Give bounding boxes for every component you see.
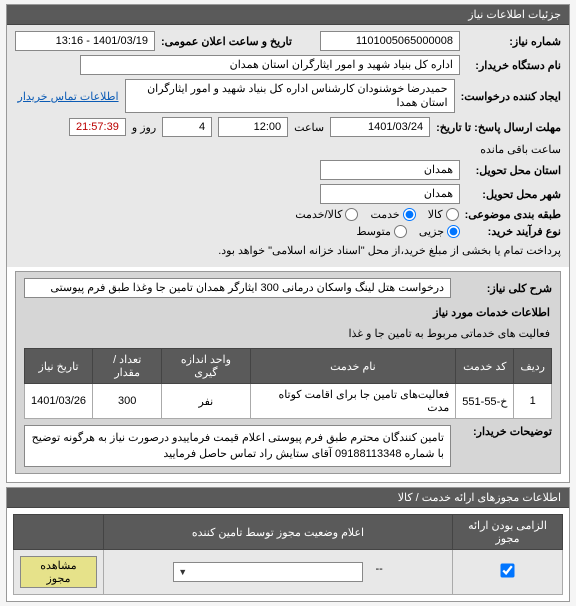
details-panel: جزئیات اطلاعات نیاز شماره نیاز: 11010050… <box>6 4 570 483</box>
desc-box: شرح کلی نیاز: درخواست هتل لینگ واسکان در… <box>15 271 561 474</box>
form-area: شماره نیاز: 1101005065000008 تاریخ و ساع… <box>7 25 569 267</box>
subject-radio-group: کالا خدمت کالا/خدمت <box>295 208 458 221</box>
need-no-label: شماره نیاز: <box>466 35 561 48</box>
cell-idx: 1 <box>514 384 552 419</box>
announce-dt-label: تاریخ و ساعت اعلان عمومی: <box>161 35 292 48</box>
view-auth-button[interactable]: مشاهده مجوز <box>20 556 97 588</box>
auth-panel: اطلاعات مجوزهای ارائه خدمت / کالا الزامی… <box>6 487 570 602</box>
announce-dt-value: 1401/03/19 - 13:16 <box>15 31 155 51</box>
desc-label: شرح کلی نیاز: <box>457 282 552 295</box>
cell-name: فعالیت‌های تامین جا برای اقامت کوتاه مدت <box>250 384 456 419</box>
th-row: ردیف <box>514 349 552 384</box>
deadline-hour: 12:00 <box>218 117 288 137</box>
radio-service-input[interactable] <box>403 208 416 221</box>
radio-medium-input[interactable] <box>394 225 407 238</box>
auth-row: -- ▼ مشاهده مجوز <box>14 550 563 595</box>
radio-goods[interactable]: کالا <box>428 208 459 221</box>
table-row: 1 خ-55-551 فعالیت‌های تامین جا برای اقام… <box>25 384 552 419</box>
buyer-label: نام دستگاه خریدار: <box>466 59 561 72</box>
hour-label: ساعت <box>294 121 324 134</box>
svc-subtitle: فعالیت های خدماتی مربوط به تامین جا و غذ… <box>24 323 552 344</box>
th-qty: تعداد / مقدار <box>93 349 162 384</box>
th-code: کد خدمت <box>456 349 514 384</box>
th-required: الزامی بودن ارائه مجوز <box>453 515 563 550</box>
cell-qty: 300 <box>93 384 162 419</box>
deadline-label: مهلت ارسال پاسخ: تا تاریخ: <box>436 121 561 134</box>
province-value: همدان <box>320 160 460 180</box>
auth-title: اطلاعات مجوزهای ارائه خدمت / کالا <box>7 488 569 508</box>
radio-partial-input[interactable] <box>447 225 460 238</box>
svc-info-title: اطلاعات خدمات مورد نیاز <box>24 302 552 323</box>
need-no-value: 1101005065000008 <box>320 31 460 51</box>
city-value: همدان <box>320 184 460 204</box>
days-value: 4 <box>162 117 212 137</box>
purchase-radio-group: جزیی متوسط <box>356 225 460 238</box>
auth-btn-cell: مشاهده مجوز <box>14 550 104 595</box>
subject-cat-label: طبقه بندی موضوعی: <box>465 208 561 221</box>
buyer-value: اداره کل بنیاد شهید و امور ایثارگران است… <box>80 55 460 75</box>
th-need-date: تاریخ نیاز <box>25 349 93 384</box>
radio-medium[interactable]: متوسط <box>356 225 407 238</box>
th-unit: واحد اندازه گیری <box>162 349 250 384</box>
radio-both-input[interactable] <box>345 208 358 221</box>
cell-unit: نفر <box>162 384 250 419</box>
city-label: شهر محل تحویل: <box>466 188 561 201</box>
purchase-type-label: نوع فرآیند خرید: <box>466 225 561 238</box>
services-table: ردیف کد خدمت نام خدمت واحد اندازه گیری ت… <box>24 348 552 419</box>
radio-both[interactable]: کالا/خدمت <box>295 208 358 221</box>
auth-table: الزامی بودن ارائه مجوز اعلام وضعیت مجوز … <box>13 514 563 595</box>
buyer-note-value: تامین کنندگان محترم طبق فرم پیوستی اعلام… <box>24 425 451 467</box>
auth-required-checkbox[interactable] <box>500 563 514 577</box>
remaining-label: ساعت باقی مانده <box>480 143 561 156</box>
auth-required-cell <box>453 550 563 595</box>
th-empty <box>14 515 104 550</box>
creator-label: ایجاد کننده درخواست: <box>461 90 561 103</box>
radio-service[interactable]: خدمت <box>370 208 415 221</box>
buyer-note-label: توضیحات خریدار: <box>457 425 552 438</box>
days-label: روز و <box>132 121 156 134</box>
auth-status-cell: -- ▼ <box>104 550 453 595</box>
panel-title: جزئیات اطلاعات نیاز <box>7 5 569 25</box>
th-status: اعلام وضعیت مجوز توسط تامین کننده <box>104 515 453 550</box>
radio-goods-input[interactable] <box>446 208 459 221</box>
creator-value: حمیدرضا خوشنودان کارشناس اداره کل بنیاد … <box>125 79 455 113</box>
cell-date: 1401/03/26 <box>25 384 93 419</box>
province-label: استان محل تحویل: <box>466 164 561 177</box>
payment-note: پرداخت تمام یا بخشی از مبلغ خرید،از محل … <box>218 244 561 257</box>
chevron-down-icon: ▼ <box>178 567 187 577</box>
countdown: 21:57:39 <box>69 118 126 136</box>
auth-select[interactable]: ▼ <box>173 562 363 582</box>
deadline-date: 1401/03/24 <box>330 117 430 137</box>
th-name: نام خدمت <box>250 349 456 384</box>
cell-code: خ-55-551 <box>456 384 514 419</box>
radio-partial[interactable]: جزیی <box>419 225 460 238</box>
contact-link[interactable]: اطلاعات تماس خریدار <box>18 90 119 103</box>
desc-value: درخواست هتل لینگ واسکان درمانی 300 ایثار… <box>24 278 451 298</box>
auth-dash: -- <box>375 563 382 575</box>
